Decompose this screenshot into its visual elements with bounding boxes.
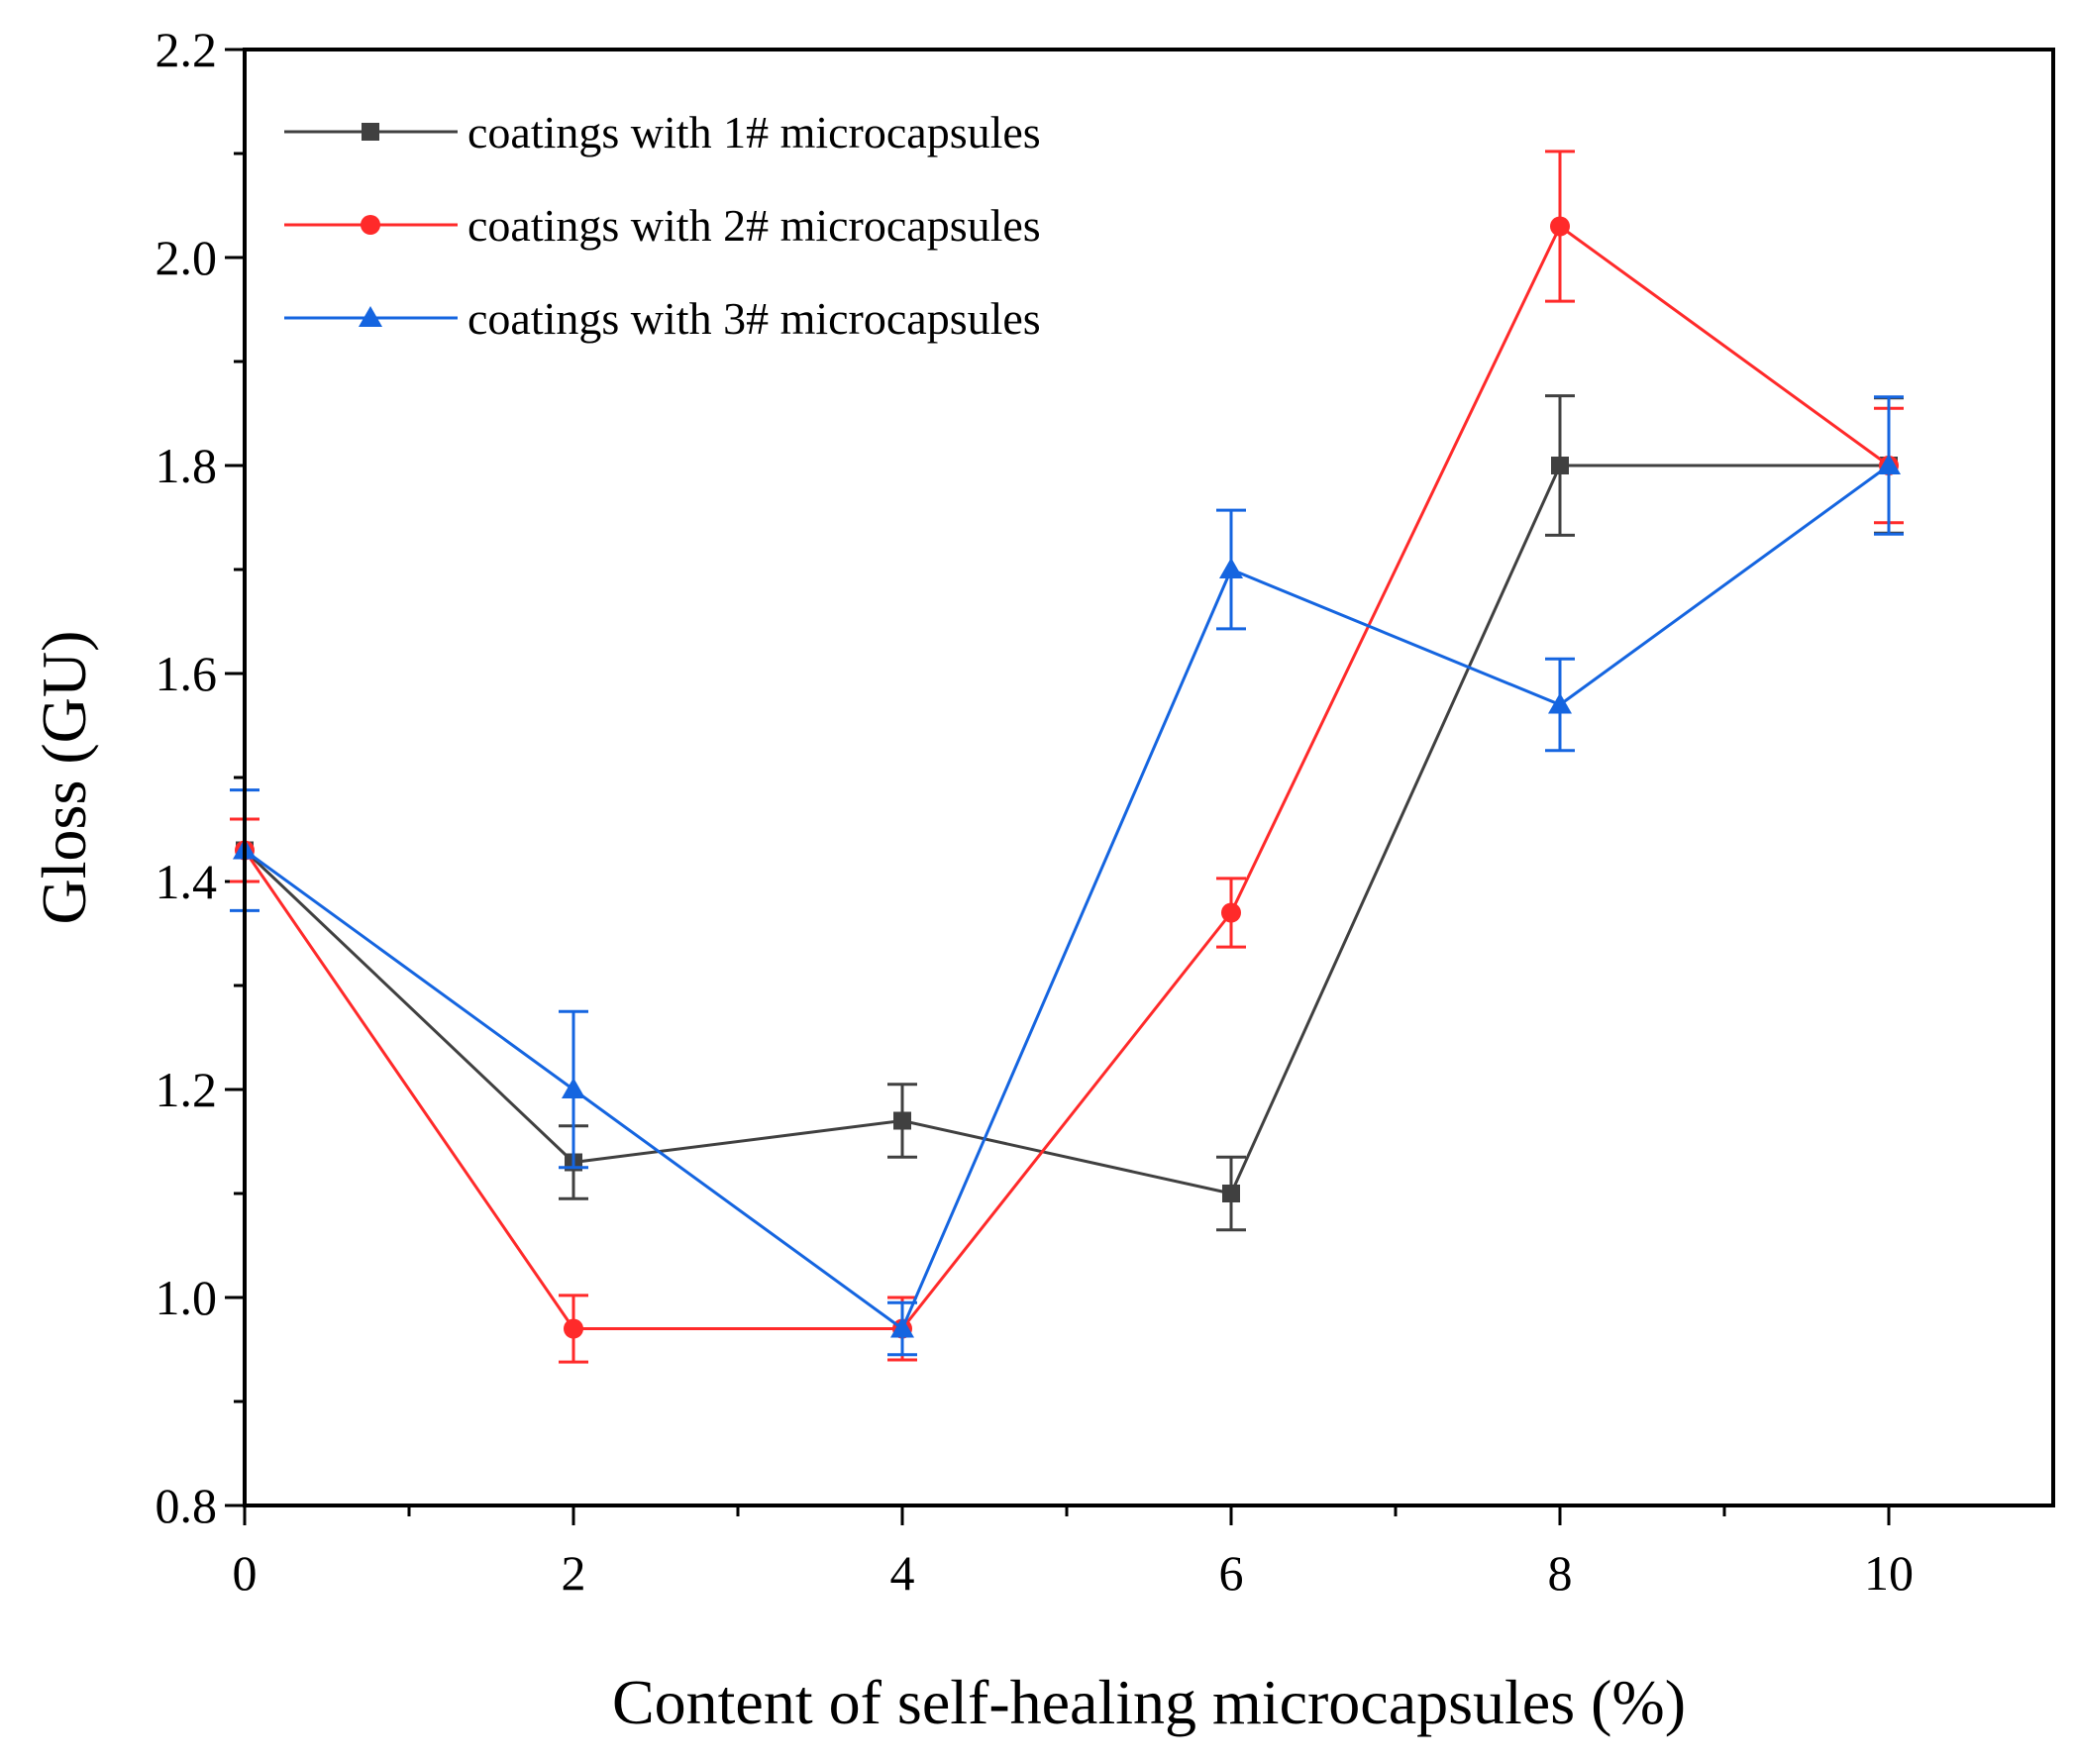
data-point	[1222, 1185, 1240, 1202]
data-point	[1550, 216, 1570, 237]
y-tick-label: 1.6	[156, 646, 218, 701]
y-tick-label: 1.8	[156, 438, 218, 493]
y-tick-label: 1.4	[156, 854, 218, 909]
y-tick-label: 1.2	[156, 1062, 218, 1117]
x-axis-title: Content of self-healing microcapsules (%…	[612, 1667, 1686, 1737]
legend: coatings with 1# microcapsules coatings w…	[284, 107, 1041, 344]
plot-frame	[243, 48, 2055, 1507]
data-point	[1548, 692, 1572, 714]
ticks-layer: 0 2 4 6 8 10 0.8 1.0 1.2 1.4 1.6 1.8 2.0 2.2	[156, 22, 1915, 1601]
series-layer	[230, 150, 1904, 1364]
series-line	[243, 224, 1890, 1330]
legend-marker	[361, 215, 380, 235]
legend-label: coatings with 1# microcapsules	[467, 107, 1041, 157]
x-tick-label: 6	[1219, 1545, 1244, 1601]
data-point	[1877, 454, 1901, 474]
legend-label: coatings with 2# microcapsules	[467, 200, 1041, 251]
data-point	[1219, 558, 1243, 578]
y-tick-label: 1.0	[156, 1270, 218, 1325]
series-line	[244, 464, 1890, 1331]
data-point	[564, 1318, 583, 1339]
legend-item-3: coatings with 3# microcapsules	[284, 293, 1041, 344]
legend-marker	[362, 123, 379, 141]
x-tick-label: 4	[890, 1545, 915, 1601]
data-point	[890, 1316, 914, 1338]
legend-label: coatings with 3# microcapsules	[467, 293, 1041, 344]
series-line	[243, 464, 1889, 1195]
y-tick-label: 2.2	[156, 22, 218, 77]
x-tick-label: 2	[562, 1545, 586, 1601]
data-point	[893, 1111, 911, 1130]
data-point	[1221, 902, 1241, 923]
x-tick-label: 0	[233, 1545, 258, 1601]
series-3	[230, 395, 1904, 1357]
data-point	[1551, 457, 1569, 474]
legend-item-1: coatings with 1# microcapsules	[284, 107, 1041, 157]
legend-marker	[359, 306, 382, 327]
legend-item-2: coatings with 2# microcapsules	[284, 200, 1041, 251]
y-tick-label: 0.8	[156, 1478, 218, 1533]
x-tick-label: 8	[1548, 1545, 1573, 1601]
data-point	[562, 1078, 585, 1098]
y-tick-label: 2.0	[156, 230, 218, 285]
x-tick-label: 10	[1864, 1545, 1914, 1601]
y-axis-title: Gloss (GU)	[29, 631, 99, 925]
